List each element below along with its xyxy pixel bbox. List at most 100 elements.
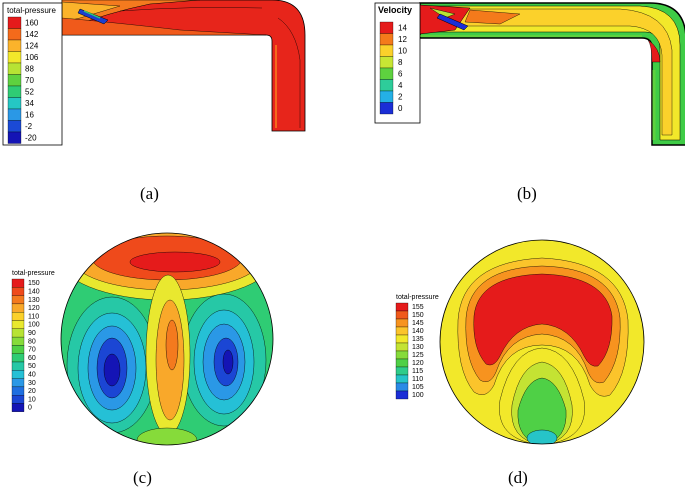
legend-c-title: total-pressure xyxy=(12,270,55,277)
legend-d-tick-label: 135 xyxy=(412,336,424,343)
legend-d-tick-label: 140 xyxy=(412,328,424,335)
legend-b-swatch xyxy=(379,44,394,57)
legend-a-swatch xyxy=(7,51,22,64)
legend-a-tick-label: 142 xyxy=(25,30,39,39)
legend-d-swatch xyxy=(395,390,409,400)
legend-d-swatch xyxy=(395,382,409,392)
legend-c-swatch xyxy=(11,353,25,363)
legend-c-swatch xyxy=(11,336,25,346)
caption-b: (b) xyxy=(517,184,537,203)
duct-a-contour xyxy=(61,0,306,132)
legend-a-swatch xyxy=(7,39,22,52)
legend-d-swatch xyxy=(395,342,409,352)
cross-section-d-contour xyxy=(440,240,644,444)
legend-c-swatch xyxy=(11,403,25,412)
legend-d-swatch xyxy=(395,374,409,384)
legend-d-title: total-pressure xyxy=(396,294,439,301)
legend-b-tick-label: 2 xyxy=(398,93,403,102)
legend-c-swatch xyxy=(11,345,25,354)
legend-d-swatch xyxy=(395,366,409,376)
legend-d-swatch xyxy=(395,326,409,336)
legend-c-swatch xyxy=(11,361,25,371)
legend-d-tick-label: 155 xyxy=(412,304,424,311)
legend-d-swatch xyxy=(395,310,409,320)
legend-c-tick-label: 90 xyxy=(28,330,36,337)
legend-c-tick-label: 80 xyxy=(28,338,36,345)
legend-c-swatch xyxy=(11,370,25,379)
duct-b-contour xyxy=(419,2,685,146)
legend-d-tick-label: 105 xyxy=(412,384,424,391)
legend-a-swatch xyxy=(7,97,22,110)
legend-a-title: total-pressure xyxy=(7,6,56,15)
legend-b-swatch xyxy=(379,33,394,46)
legend-b-swatch xyxy=(379,102,394,115)
legend-d-tick-label: 125 xyxy=(412,352,424,359)
legend-d-tick-label: 100 xyxy=(412,392,424,399)
legend-a-swatch xyxy=(7,131,22,144)
legend-d-swatch xyxy=(395,350,409,360)
legend-c-swatch xyxy=(11,295,25,305)
legend-c-swatch xyxy=(11,320,25,329)
legend-a-tick-label: 124 xyxy=(25,42,39,51)
legend-b: Velocity 14 12 10 8 6 4 2 0 xyxy=(374,2,421,124)
legend-a-swatch xyxy=(7,108,22,121)
legend-b-tick-label: 6 xyxy=(398,70,403,79)
legend-c-tick-label: 100 xyxy=(28,322,40,329)
legend-d-swatch xyxy=(395,334,409,344)
legend-d: total-pressure 1551501451401351301251201… xyxy=(395,294,439,400)
legend-b-tick-label: 4 xyxy=(398,81,403,90)
legend-a-swatch xyxy=(7,28,22,41)
legend-b-tick-label: 10 xyxy=(398,47,407,56)
legend-a-tick-label: 106 xyxy=(25,53,39,62)
legend-c-tick-label: 0 xyxy=(28,405,32,412)
legend-d-swatch xyxy=(395,358,409,368)
legend-c-tick-label: 150 xyxy=(28,280,40,287)
legend-c-swatch xyxy=(11,312,25,321)
legend-c-tick-label: 110 xyxy=(28,313,39,320)
legend-a-swatch xyxy=(7,74,22,87)
legend-d-tick-label: 150 xyxy=(412,312,424,319)
legend-a: total-pressure 160 142 124 106 88 70 52 34 16 -2 -… xyxy=(2,2,63,146)
legend-a-tick-label: 70 xyxy=(25,76,34,85)
legend-c-tick-label: 70 xyxy=(28,347,36,354)
legend-b-swatch xyxy=(379,21,394,34)
legend-c-swatch xyxy=(11,278,25,288)
panel-b: Velocity 14 12 10 8 6 4 2 0 (b) xyxy=(374,2,685,203)
panel-d: total-pressure 1551501451401351301251201… xyxy=(395,239,645,487)
legend-c-tick-label: 40 xyxy=(28,372,36,379)
legend-a-swatch xyxy=(7,16,22,29)
legend-a-tick-label: 160 xyxy=(25,19,39,28)
legend-c-swatch xyxy=(11,395,25,404)
legend-d-swatch xyxy=(395,302,409,312)
legend-b-tick-label: 0 xyxy=(398,104,403,113)
legend-b-swatch xyxy=(379,90,394,103)
legend-b-swatch xyxy=(379,67,394,80)
legend-c-swatch xyxy=(11,303,25,313)
legend-b-tick-label: 12 xyxy=(398,35,407,44)
cross-section-c-outline xyxy=(60,232,274,446)
legend-b-swatch xyxy=(379,79,394,92)
legend-a-swatch xyxy=(7,62,22,75)
caption-d: (d) xyxy=(508,468,528,487)
caption-a: (a) xyxy=(140,184,159,203)
legend-c-tick-label: 130 xyxy=(28,297,40,304)
legend-c: total-pressure 1501401301201101009080706… xyxy=(11,270,55,412)
legend-d-swatch xyxy=(395,318,409,328)
panel-c: total-pressure 1501401301201101009080706… xyxy=(11,232,274,487)
legend-c-tick-label: 50 xyxy=(28,363,36,370)
legend-a-tick-label: 16 xyxy=(25,111,34,120)
legend-d-tick-label: 120 xyxy=(412,360,424,367)
legend-c-swatch xyxy=(11,328,25,338)
legend-a-swatch xyxy=(7,85,22,98)
legend-d-tick-label: 110 xyxy=(412,376,423,383)
legend-b-swatch xyxy=(379,56,394,69)
legend-c-tick-label: 10 xyxy=(28,396,36,403)
legend-b-tick-label: 14 xyxy=(398,24,407,33)
legend-a-tick-label: -2 xyxy=(25,122,33,131)
legend-a-tick-label: 52 xyxy=(25,88,34,97)
legend-c-tick-label: 140 xyxy=(28,289,40,296)
cross-section-d-outline xyxy=(439,239,645,445)
legend-a-swatch xyxy=(7,120,22,133)
legend-d-tick-label: 145 xyxy=(412,320,424,327)
